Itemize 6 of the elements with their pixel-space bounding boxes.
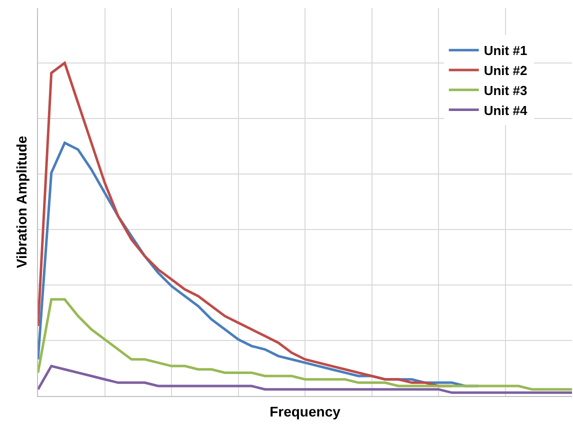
legend-label: Unit #3: [484, 82, 528, 98]
legend-label: Unit #2: [484, 63, 528, 78]
y-axis-title: Vibration Amplitude: [14, 136, 30, 268]
legend-label: Unit #1: [484, 43, 528, 58]
legend-label: Unit #4: [484, 102, 528, 118]
x-axis-title: Frequency: [270, 404, 341, 420]
